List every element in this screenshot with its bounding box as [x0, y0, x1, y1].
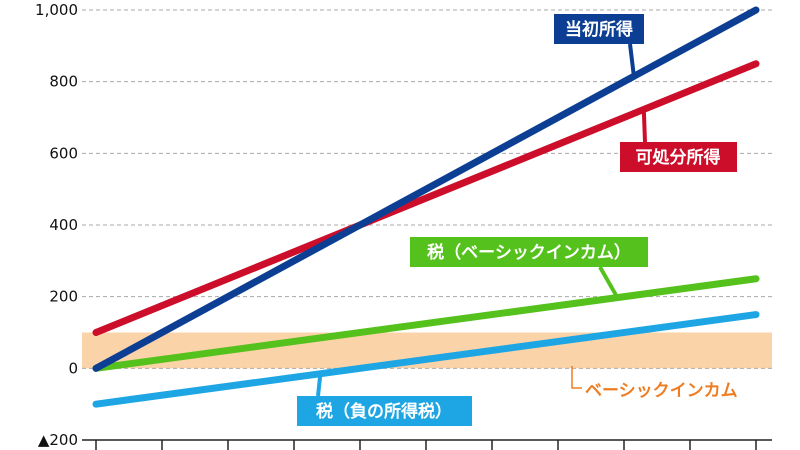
- x-axis: [82, 439, 772, 450]
- label-tax-negative-income-text: 税（負の所得税）: [316, 401, 452, 422]
- band-basic-income: [82, 332, 772, 369]
- y-axis: ▲200 0 200 400 600 800 1,000: [35, 1, 78, 449]
- label-initial-income: 当初所得: [554, 14, 644, 77]
- label-initial-income-text: 当初所得: [565, 19, 633, 40]
- y-tick-label: 0: [68, 359, 78, 377]
- series-lines: [92, 6, 760, 408]
- leader-tax-negative-income: [316, 373, 323, 397]
- label-disposable-income: 可処分所得: [620, 109, 737, 172]
- series-line-2: [92, 275, 760, 372]
- leader-disposable-income: [641, 109, 647, 143]
- label-box-initial-income: [554, 14, 644, 44]
- series-line-3: [92, 311, 760, 408]
- label-tax-basic-income: 税（ベーシックインカム）: [410, 237, 648, 299]
- y-tick-label: 600: [49, 144, 78, 162]
- series-line-1: [92, 60, 760, 336]
- label-disposable-income-text: 可処分所得: [636, 147, 721, 168]
- label-tax-negative-income: 税（負の所得税）: [297, 373, 472, 426]
- y-tick-label: ▲200: [38, 431, 78, 449]
- y-tick-label: 800: [49, 73, 78, 91]
- label-box-disposable-income: [620, 142, 737, 172]
- leader-initial-income: [628, 43, 636, 77]
- label-tax-basic-income-text: 税（ベーシックインカム）: [427, 242, 631, 263]
- label-box-tax-basic-income: [410, 237, 648, 267]
- y-tick-label: 1,000: [35, 1, 78, 19]
- series-line-0: [92, 6, 760, 372]
- grid: [82, 9, 772, 369]
- leader-tax-basic-income: [598, 266, 620, 299]
- y-tick-label: 200: [49, 288, 78, 306]
- label-basic-income-band: ベーシックインカム: [571, 366, 738, 401]
- band-label-text: ベーシックインカム: [585, 381, 738, 401]
- band-bracket: [571, 366, 582, 389]
- y-tick-label: 400: [49, 216, 78, 234]
- label-box-tax-negative-income: [297, 396, 472, 426]
